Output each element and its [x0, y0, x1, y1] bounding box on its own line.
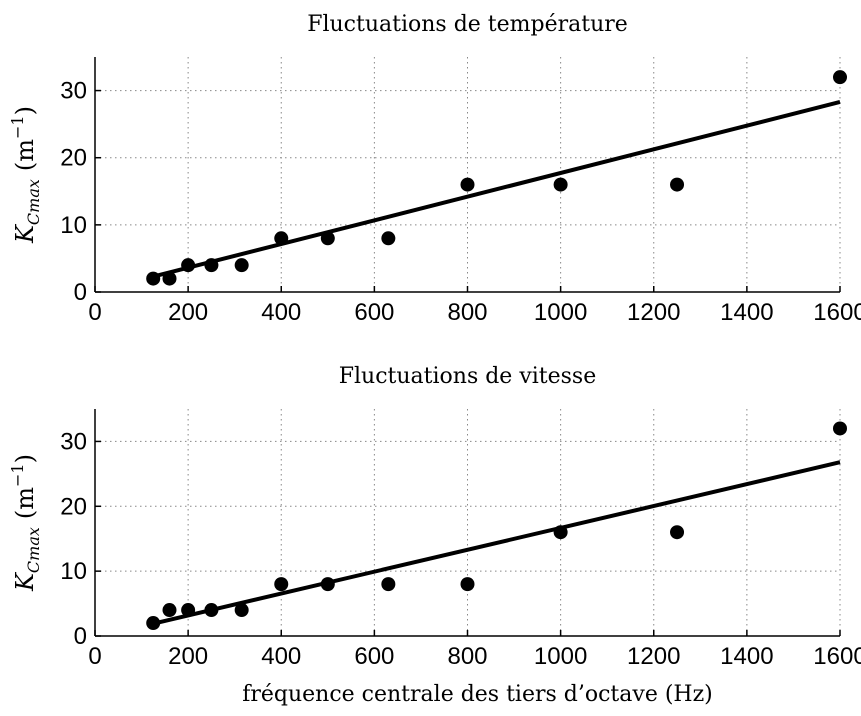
- chart-title: Fluctuations de température: [307, 12, 628, 37]
- data-point: [460, 177, 475, 192]
- data-point: [274, 231, 289, 246]
- x-tick-label: 1000: [534, 299, 587, 326]
- y-tick-label: 20: [60, 493, 87, 520]
- data-point: [381, 577, 396, 592]
- data-point: [204, 603, 219, 618]
- data-point: [181, 603, 196, 618]
- x-tick-label: 1600: [813, 643, 861, 670]
- data-point: [234, 258, 249, 273]
- data-point: [234, 603, 249, 618]
- x-axis-label: fréquence centrale des tiers d’octave (H…: [242, 682, 713, 707]
- x-tick-label: 800: [447, 643, 487, 670]
- data-point: [204, 258, 219, 273]
- y-axis-label: KCmax(m−1): [8, 106, 43, 244]
- data-point: [553, 525, 568, 540]
- data-point: [553, 177, 568, 192]
- x-tick-label: 600: [354, 643, 394, 670]
- x-tick-label: 800: [447, 299, 487, 326]
- x-tick-label: 0: [88, 299, 101, 326]
- data-point: [162, 271, 177, 286]
- data-point: [274, 577, 289, 592]
- y-axis-label: KCmax(m−1): [8, 454, 43, 592]
- y-tick-label: 20: [60, 145, 87, 172]
- x-tick-label: 200: [168, 643, 208, 670]
- y-tick-label: 0: [74, 623, 87, 650]
- data-point: [381, 231, 396, 246]
- x-tick-label: 1600: [813, 299, 861, 326]
- x-tick-label: 600: [354, 299, 394, 326]
- x-tick-label: 400: [261, 643, 301, 670]
- data-point: [162, 603, 177, 618]
- y-tick-label: 10: [60, 558, 87, 585]
- data-point: [670, 525, 685, 540]
- data-point: [181, 258, 196, 273]
- data-point: [146, 271, 161, 286]
- x-tick-label: 1400: [720, 643, 773, 670]
- data-point: [146, 616, 161, 631]
- regression-line: [152, 460, 841, 626]
- data-point: [320, 577, 335, 592]
- regression-line: [152, 100, 841, 279]
- x-tick-label: 1200: [627, 643, 680, 670]
- x-tick-label: 0: [88, 643, 101, 670]
- y-tick-label: 30: [60, 78, 87, 105]
- data-point: [320, 231, 335, 246]
- data-point: [460, 577, 475, 592]
- data-point: [670, 177, 685, 192]
- x-tick-label: 200: [168, 299, 208, 326]
- data-point: [833, 421, 847, 436]
- x-tick-label: 1200: [627, 299, 680, 326]
- y-tick-label: 10: [60, 212, 87, 239]
- chart-title: Fluctuations de vitesse: [339, 364, 597, 389]
- x-tick-label: 1400: [720, 299, 773, 326]
- y-tick-label: 30: [60, 428, 87, 455]
- x-tick-label: 1000: [534, 643, 587, 670]
- y-tick-label: 0: [74, 279, 87, 306]
- x-tick-label: 400: [261, 299, 301, 326]
- data-point: [833, 70, 847, 85]
